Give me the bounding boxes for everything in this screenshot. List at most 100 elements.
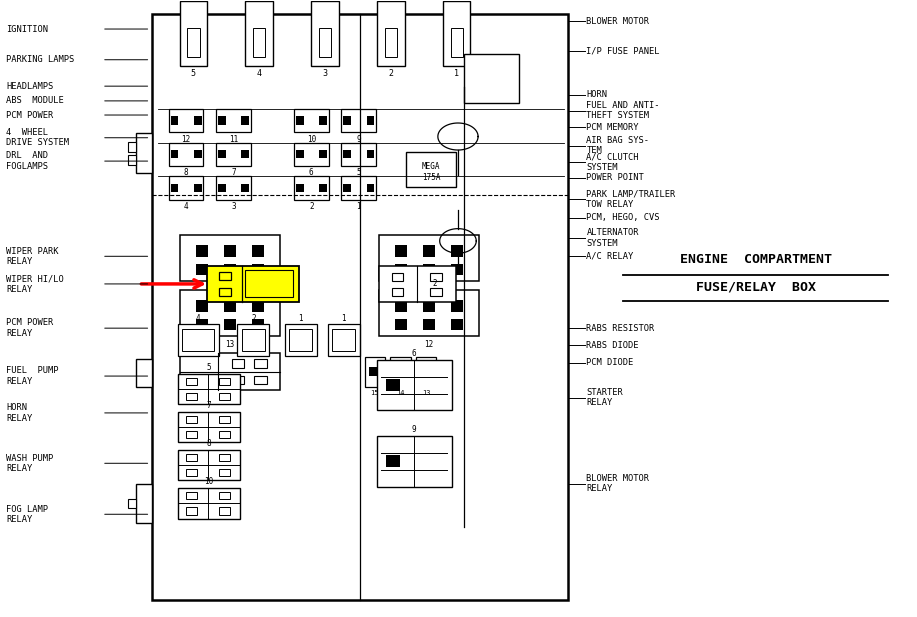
- Text: HORN
RELAY: HORN RELAY: [6, 404, 32, 423]
- Bar: [423, 263, 435, 275]
- Text: STARTER
RELAY: STARTER RELAY: [587, 388, 624, 407]
- Bar: [224, 263, 236, 275]
- Text: 175A: 175A: [422, 173, 440, 181]
- Bar: [377, 436, 452, 487]
- Text: FOG LAMP
RELAY: FOG LAMP RELAY: [6, 505, 48, 524]
- Text: 1: 1: [454, 69, 459, 78]
- Bar: [296, 184, 304, 193]
- Text: PCM POWER: PCM POWER: [6, 110, 53, 120]
- Bar: [290, 329, 312, 352]
- Bar: [343, 117, 351, 125]
- Bar: [296, 117, 304, 125]
- Bar: [218, 151, 226, 159]
- Text: PCM MEMORY: PCM MEMORY: [587, 123, 639, 132]
- Text: BLOWER MOTOR: BLOWER MOTOR: [587, 17, 649, 25]
- Bar: [394, 367, 406, 376]
- Bar: [367, 117, 374, 125]
- Text: 4: 4: [196, 313, 201, 323]
- Text: 2: 2: [309, 202, 314, 211]
- Bar: [169, 109, 204, 132]
- Bar: [219, 288, 231, 296]
- Bar: [319, 151, 326, 159]
- Bar: [193, 117, 202, 125]
- Text: 3: 3: [323, 69, 327, 78]
- Bar: [391, 357, 411, 386]
- Bar: [394, 319, 406, 330]
- Text: 3: 3: [231, 202, 236, 211]
- Text: I/P FUSE PANEL: I/P FUSE PANEL: [587, 46, 660, 55]
- Bar: [450, 28, 463, 57]
- Text: 5: 5: [206, 363, 211, 372]
- Bar: [193, 184, 202, 193]
- Bar: [443, 1, 470, 66]
- Bar: [416, 357, 436, 386]
- Bar: [128, 499, 136, 508]
- Bar: [253, 28, 265, 57]
- Bar: [219, 453, 230, 461]
- Bar: [195, 263, 208, 275]
- Bar: [394, 300, 406, 312]
- Bar: [249, 272, 260, 280]
- Text: HEADLAMPS: HEADLAMPS: [6, 81, 53, 91]
- Bar: [384, 28, 397, 57]
- Text: RABS DIODE: RABS DIODE: [587, 341, 639, 350]
- Text: WASH PUMP
RELAY: WASH PUMP RELAY: [6, 453, 53, 473]
- Bar: [195, 245, 208, 257]
- Bar: [294, 109, 328, 132]
- Bar: [386, 379, 400, 391]
- Bar: [319, 28, 331, 57]
- Text: FUEL  PUMP
RELAY: FUEL PUMP RELAY: [6, 366, 59, 386]
- Bar: [367, 151, 374, 159]
- Text: 14: 14: [396, 389, 404, 395]
- Text: IGNITION: IGNITION: [6, 25, 48, 33]
- Bar: [128, 155, 136, 165]
- Bar: [341, 176, 376, 200]
- Bar: [180, 354, 281, 390]
- Bar: [186, 416, 197, 423]
- Bar: [187, 28, 200, 57]
- Text: RABS RESISTOR: RABS RESISTOR: [587, 324, 655, 333]
- Text: 2: 2: [388, 69, 393, 78]
- Bar: [186, 393, 197, 400]
- Bar: [136, 133, 152, 173]
- Bar: [219, 393, 230, 400]
- Text: DRL  AND
FOGLAMPS: DRL AND FOGLAMPS: [6, 151, 48, 171]
- Bar: [169, 176, 204, 200]
- Bar: [241, 117, 249, 125]
- Text: 4  WHEEL
DRIVE SYSTEM: 4 WHEEL DRIVE SYSTEM: [6, 128, 69, 147]
- Text: 10: 10: [204, 477, 214, 486]
- Text: 7: 7: [231, 168, 236, 178]
- Bar: [216, 176, 251, 200]
- Bar: [343, 151, 351, 159]
- Text: 8: 8: [183, 168, 188, 178]
- Bar: [392, 288, 403, 296]
- Bar: [423, 300, 435, 312]
- Bar: [216, 109, 251, 132]
- Text: 4: 4: [183, 202, 188, 211]
- Bar: [394, 263, 406, 275]
- Bar: [219, 507, 230, 515]
- Bar: [193, 151, 202, 159]
- Bar: [406, 152, 457, 188]
- Text: 10: 10: [306, 135, 316, 144]
- Text: WIPER PARK
RELAY: WIPER PARK RELAY: [6, 247, 59, 266]
- Bar: [216, 143, 251, 166]
- Text: 12: 12: [182, 135, 191, 144]
- Bar: [224, 245, 236, 257]
- Bar: [311, 1, 338, 66]
- Bar: [186, 431, 197, 439]
- Bar: [294, 176, 328, 200]
- Bar: [195, 300, 208, 312]
- Bar: [451, 319, 463, 330]
- Bar: [296, 151, 304, 159]
- Bar: [136, 360, 152, 387]
- Text: 8: 8: [206, 439, 211, 448]
- Bar: [451, 263, 463, 275]
- Text: ENGINE  COMPARTMENT: ENGINE COMPARTMENT: [679, 253, 832, 266]
- Text: PARKING LAMPS: PARKING LAMPS: [6, 56, 74, 64]
- Text: 6: 6: [309, 168, 314, 178]
- Bar: [379, 235, 479, 281]
- Bar: [171, 151, 178, 159]
- Bar: [169, 143, 204, 166]
- Text: BLOWER MOTOR
RELAY: BLOWER MOTOR RELAY: [587, 474, 649, 493]
